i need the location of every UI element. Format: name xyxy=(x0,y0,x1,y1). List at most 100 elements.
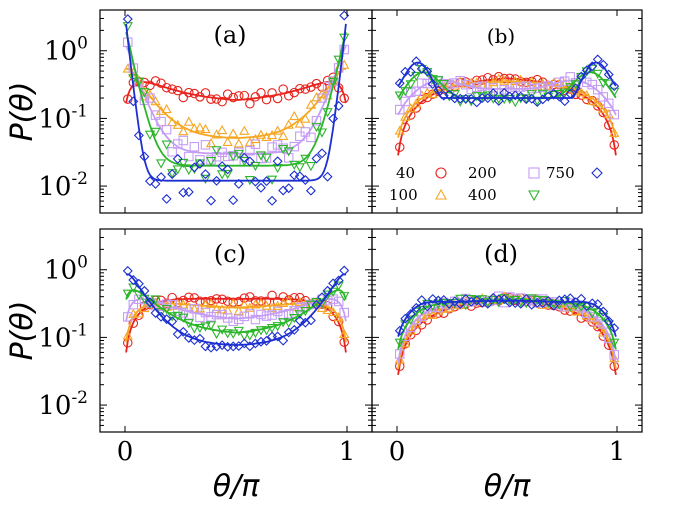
series-40-point xyxy=(211,94,222,104)
panel-plot-area xyxy=(394,54,620,156)
series-750-point xyxy=(416,63,427,74)
series-100-point xyxy=(189,123,200,133)
series-750-point xyxy=(565,88,576,99)
y-tick-label: 10-1 xyxy=(38,320,88,353)
series-400-point xyxy=(205,157,217,167)
series-100-point xyxy=(172,119,183,129)
series-400-point xyxy=(294,310,305,320)
series-40-point xyxy=(267,88,277,98)
series-750-point xyxy=(128,275,139,285)
series-100-point xyxy=(167,116,178,127)
series-100-point xyxy=(294,296,305,307)
series-100-point xyxy=(250,299,261,309)
panel-2: (b) xyxy=(371,9,643,214)
series-200-point xyxy=(283,153,294,163)
series-400-point xyxy=(433,299,444,309)
series-200-point xyxy=(195,312,205,323)
series-200-point xyxy=(189,304,200,314)
series-400-point xyxy=(167,312,178,322)
series-400-point xyxy=(339,292,350,302)
series-750-point xyxy=(289,170,300,181)
series-200-point xyxy=(477,81,487,91)
panel-4: (d) xyxy=(371,228,643,433)
series-750-point xyxy=(183,333,194,343)
series-100-point xyxy=(205,137,217,148)
series-400-point xyxy=(222,169,233,180)
series-40-point xyxy=(609,140,619,150)
series-750-point xyxy=(200,341,211,352)
series-100-point xyxy=(272,125,283,135)
series-40-point xyxy=(416,94,427,105)
series-400-point xyxy=(200,322,211,332)
series-400-point xyxy=(394,338,405,348)
series-750-point xyxy=(261,176,272,187)
series-200-point xyxy=(565,72,575,82)
series-400-point xyxy=(311,122,322,133)
series-750-point xyxy=(471,295,482,306)
series-750-point xyxy=(493,95,504,106)
series-200-point xyxy=(416,78,427,88)
panel-label: (b) xyxy=(487,24,515,48)
series-200-point xyxy=(289,141,300,152)
series-40-point xyxy=(295,83,305,94)
series-100-point xyxy=(322,90,333,100)
series-750-point xyxy=(294,171,305,182)
series-750-point xyxy=(211,175,222,186)
series-100-point xyxy=(139,302,150,313)
series-750-point xyxy=(322,285,333,296)
series-400-point xyxy=(133,77,145,87)
series-200-point xyxy=(184,151,194,162)
series-750-point xyxy=(598,306,609,317)
series-100-point xyxy=(239,125,250,135)
series-750-point xyxy=(499,87,510,98)
series-750-point xyxy=(488,292,499,303)
series-200-point xyxy=(300,127,311,137)
legend-marker-40 xyxy=(435,167,447,179)
series-40-point xyxy=(394,142,405,152)
series-200-point xyxy=(222,313,233,323)
series-400-point xyxy=(609,87,620,97)
series-100-point xyxy=(322,304,333,315)
series-200-point xyxy=(592,316,603,327)
series-750-point xyxy=(300,175,311,185)
series-400-point xyxy=(400,87,411,97)
series-750-point xyxy=(471,97,482,108)
series-400-point xyxy=(155,159,167,169)
series-750-point xyxy=(449,296,460,307)
series-400-point xyxy=(283,147,294,157)
series-100-point xyxy=(200,123,211,134)
series-100-point xyxy=(592,97,603,107)
series-750-point xyxy=(482,93,493,104)
series-100-point xyxy=(499,75,510,85)
series-400-point xyxy=(499,94,510,105)
series-200-point xyxy=(250,314,261,325)
series-750-point xyxy=(587,61,598,72)
series-400-point xyxy=(244,331,256,341)
series-750-point xyxy=(477,297,488,308)
series-40-point xyxy=(283,91,294,101)
series-750-point xyxy=(167,316,178,327)
series-750-point xyxy=(161,193,172,204)
series-100-point xyxy=(211,129,222,139)
series-40-point xyxy=(189,293,200,303)
series-400-point xyxy=(416,306,427,316)
series-750-point xyxy=(609,81,620,92)
series-750-point xyxy=(444,89,455,100)
series-200-point xyxy=(267,310,277,320)
series-750-point xyxy=(228,195,239,206)
series-100-point xyxy=(598,103,609,113)
series-750-point xyxy=(416,295,427,306)
panel-plot-area xyxy=(122,265,350,353)
series-40-point xyxy=(228,92,238,103)
series-200-point xyxy=(394,104,405,115)
series-100-point xyxy=(339,328,350,338)
series-40-point xyxy=(184,292,194,303)
series-750-point xyxy=(488,88,499,99)
legend-label-40: 40 xyxy=(396,164,415,182)
series-200-point xyxy=(422,78,432,89)
series-750-point xyxy=(455,299,466,309)
x-tick-label: 1 xyxy=(609,437,626,467)
panel-label: (d) xyxy=(484,240,518,268)
series-400-point xyxy=(211,146,222,156)
series-400-point xyxy=(411,71,422,82)
